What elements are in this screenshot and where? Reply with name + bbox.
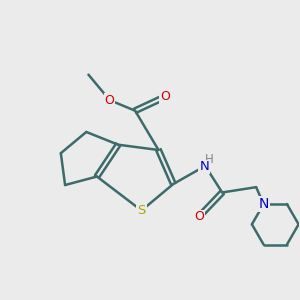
Text: O: O (194, 210, 204, 224)
Text: S: S (137, 204, 146, 217)
Text: H: H (205, 153, 214, 166)
Text: N: N (258, 197, 269, 211)
Text: O: O (160, 90, 170, 104)
Text: N: N (199, 160, 209, 173)
Text: O: O (105, 94, 115, 106)
